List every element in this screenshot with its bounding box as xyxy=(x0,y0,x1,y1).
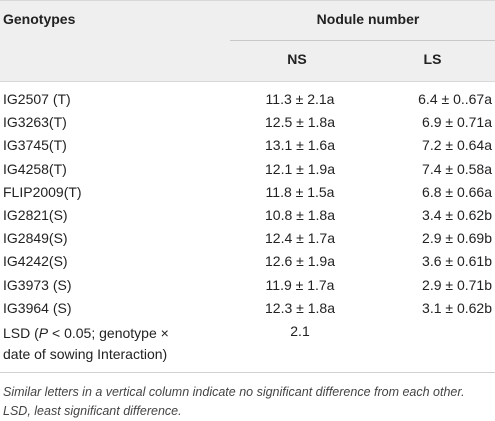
genotype-cell: IG3964 (S) xyxy=(3,299,72,316)
ns-cell: 12.4 ± 1.7a xyxy=(265,230,335,247)
ns-cell: 10.8 ± 1.8a xyxy=(265,206,335,223)
genotype-cell: IG4242(S) xyxy=(3,253,68,270)
ls-cell: 7.2 ± 0.64a xyxy=(422,137,492,154)
ns-cell: 12.6 ± 1.9a xyxy=(265,253,335,270)
ls-header: LS xyxy=(423,51,442,67)
lsd-label: LSD (P < 0.05; genotype × date of sowing… xyxy=(3,323,169,365)
ls-cell: 6.8 ± 0.66a xyxy=(422,183,492,200)
table-row: IG2507 (T) 11.3 ± 2.1a 6.4 ± 0..67a xyxy=(0,88,495,111)
table-body: IG2507 (T) 11.3 ± 2.1a 6.4 ± 0..67a IG32… xyxy=(0,82,495,366)
ls-cell: 2.9 ± 0.71b xyxy=(422,276,492,293)
ns-cell: 11.9 ± 1.7a xyxy=(265,276,335,293)
ns-cell: 11.8 ± 1.5a xyxy=(265,183,335,200)
ls-cell: 3.4 ± 0.62b xyxy=(422,206,492,223)
ns-cell: 12.1 ± 1.9a xyxy=(265,160,335,177)
genotypes-header: Genotypes xyxy=(3,11,76,27)
table-row: IG4242(S) 12.6 ± 1.9a 3.6 ± 0.61b xyxy=(0,250,495,273)
ls-cell: 3.1 ± 0.62b xyxy=(422,299,492,316)
ns-cell: 12.5 ± 1.8a xyxy=(265,114,335,131)
ns-cell: 12.3 ± 1.8a xyxy=(265,299,335,316)
genotype-cell: IG3745(T) xyxy=(3,137,67,154)
table-footnote: Similar letters in a vertical column ind… xyxy=(3,384,465,418)
lsd-p-symbol: P xyxy=(38,324,49,341)
lsd-prefix: LSD ( xyxy=(3,324,39,341)
genotype-cell: IG3973 (S) xyxy=(3,276,72,293)
ls-cell: 2.9 ± 0.69b xyxy=(422,230,492,247)
genotype-cell: IG2821(S) xyxy=(3,206,68,223)
lsd-line1-rest: < 0.05; genotype × xyxy=(48,324,169,341)
genotype-cell: IG2507 (T) xyxy=(3,91,71,107)
genotype-cell: FLIP2009(T) xyxy=(3,183,82,200)
table-row: IG3964 (S) 12.3 ± 1.8a 3.1 ± 0.62b xyxy=(0,297,495,320)
ls-cell: 3.6 ± 0.61b xyxy=(422,253,492,270)
lsd-value: 2.1 xyxy=(290,322,310,339)
ns-header: NS xyxy=(287,51,307,67)
ns-cell: 13.1 ± 1.6a xyxy=(265,137,335,154)
table-bottom-divider xyxy=(0,371,495,373)
table-row: IG3745(T) 13.1 ± 1.6a 7.2 ± 0.64a xyxy=(0,134,495,157)
lsd-row: LSD (P < 0.05; genotype × date of sowing… xyxy=(0,320,495,366)
table-row: IG2821(S) 10.8 ± 1.8a 3.4 ± 0.62b xyxy=(0,204,495,227)
table-row: IG4258(T) 12.1 ± 1.9a 7.4 ± 0.58a xyxy=(0,158,495,181)
table-row: IG3263(T) 12.5 ± 1.8a 6.9 ± 0.71a xyxy=(0,111,495,134)
table-row: IG3973 (S) 11.9 ± 1.7a 2.9 ± 0.71b xyxy=(0,274,495,297)
ls-cell: 6.4 ± 0..67a xyxy=(418,91,492,107)
header-divider xyxy=(230,40,495,41)
genotype-cell: IG3263(T) xyxy=(3,114,67,131)
ls-cell: 7.4 ± 0.58a xyxy=(422,160,492,177)
lsd-line2: date of sowing Interaction) xyxy=(3,345,168,362)
table-row: IG2849(S) 12.4 ± 1.7a 2.9 ± 0.69b xyxy=(0,227,495,250)
genotype-cell: IG4258(T) xyxy=(3,160,67,177)
ns-cell: 11.3 ± 2.1a xyxy=(265,91,335,107)
nodule-number-header: Nodule number xyxy=(316,11,420,27)
ls-cell: 6.9 ± 0.71a xyxy=(422,114,492,131)
table-header: Genotypes Nodule number NS LS xyxy=(0,0,495,82)
genotype-cell: IG2849(S) xyxy=(3,230,68,247)
table-row: FLIP2009(T) 11.8 ± 1.5a 6.8 ± 0.66a xyxy=(0,181,495,204)
